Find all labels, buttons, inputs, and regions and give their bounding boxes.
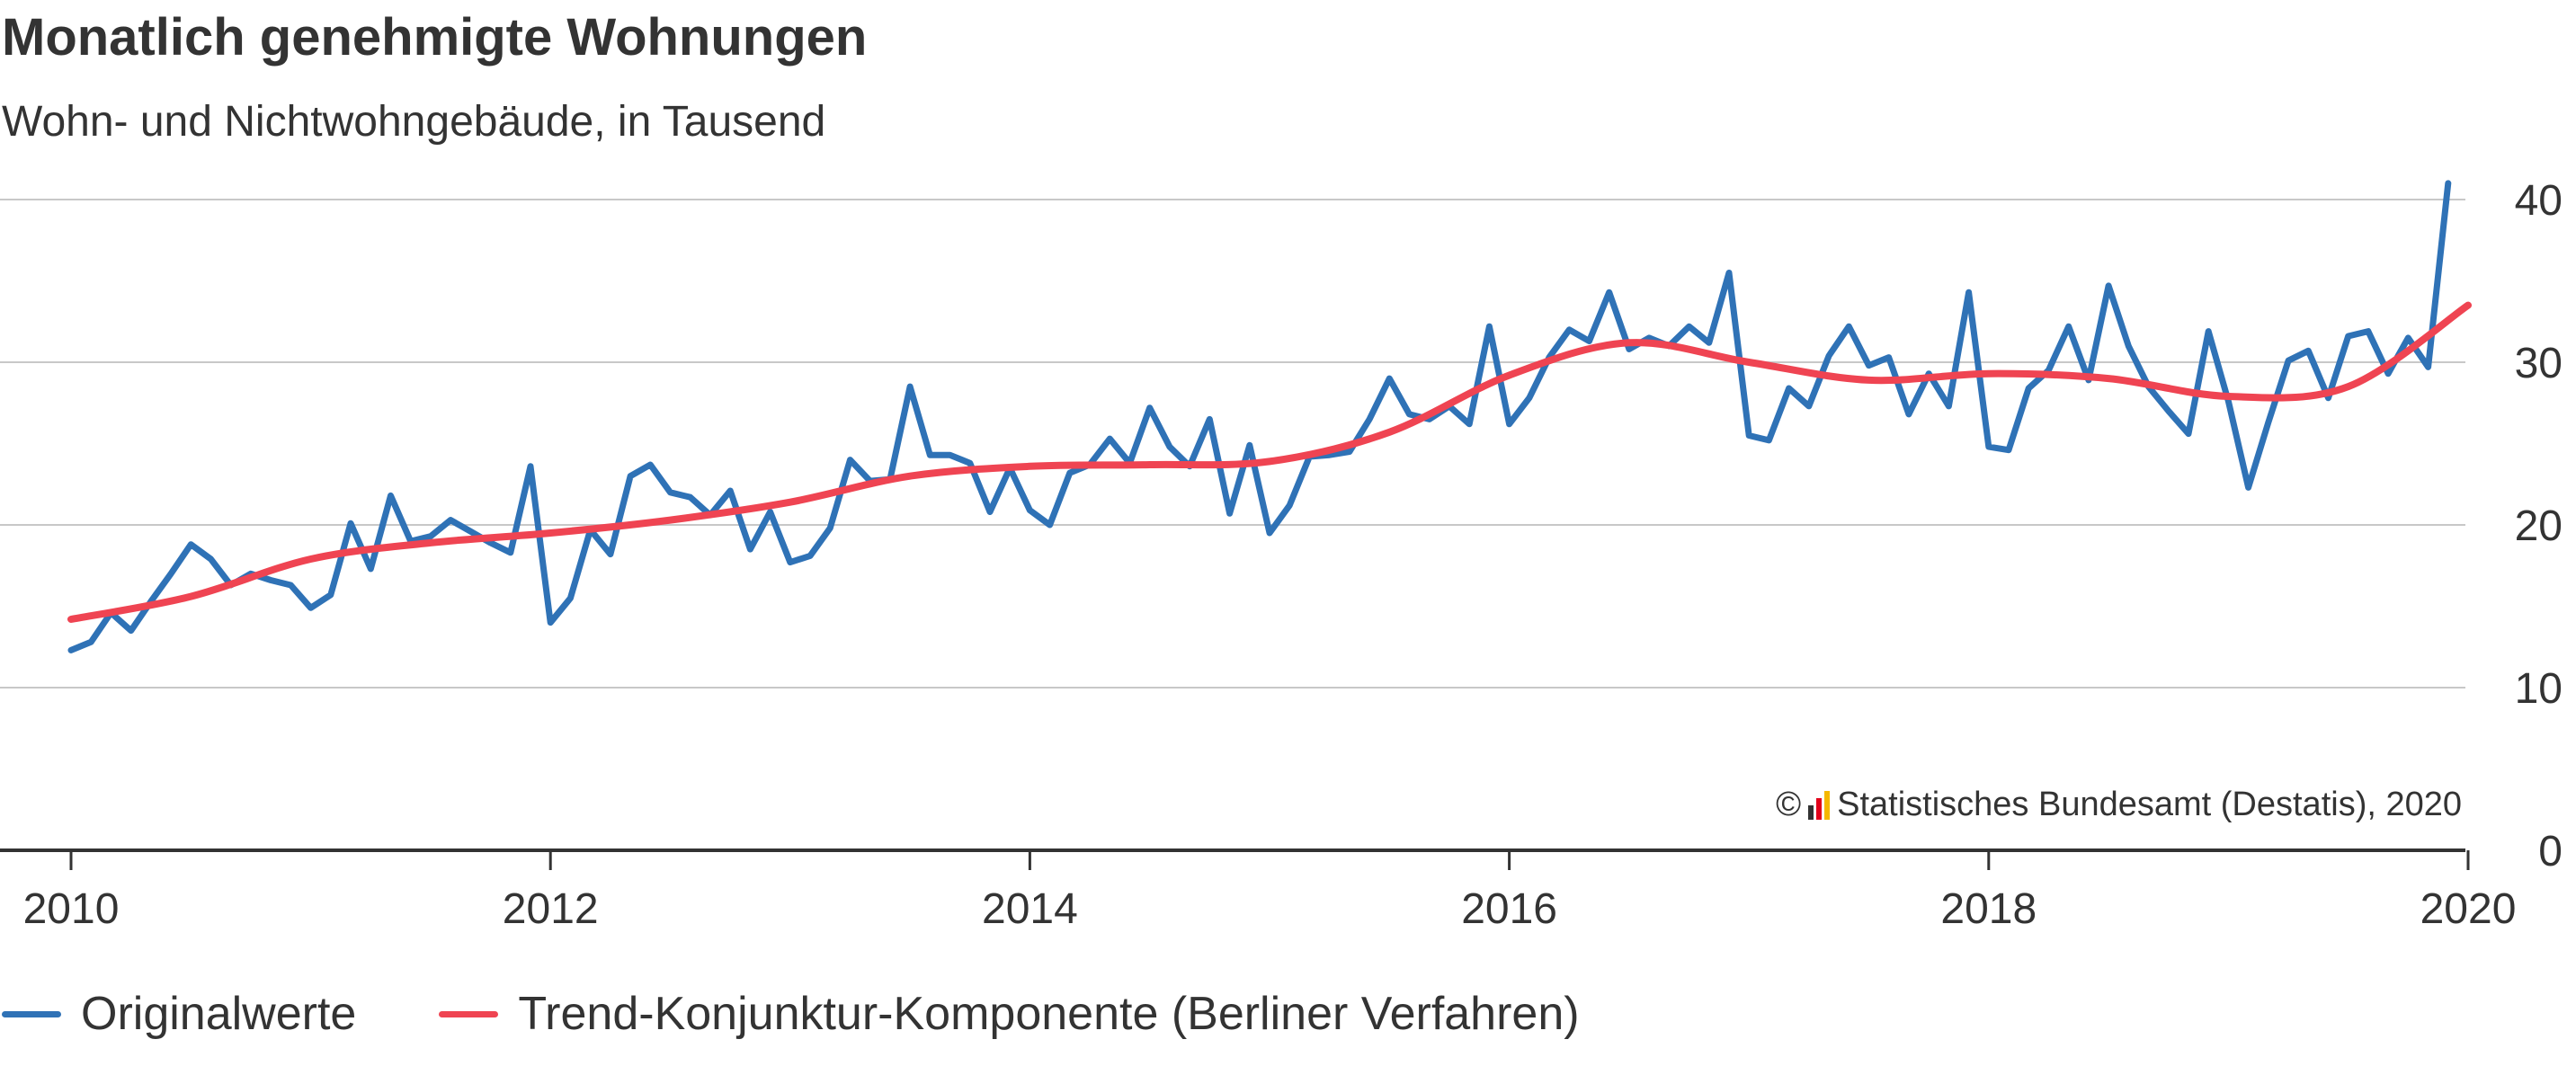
gridlines [0, 199, 2465, 689]
legend-swatch-original [2, 1010, 61, 1017]
y-tick-labels: 0 10 20 30 40 [2515, 177, 2563, 875]
source-credit: © Statistisches Bundesamt (Destatis), 20… [1776, 786, 2462, 824]
series-line-trend [67, 301, 2472, 623]
legend-label-trend: Trend-Konjunktur-Komponente (Berliner Ve… [518, 988, 1580, 1040]
chart-title: Monatlich genehmigte Wohnungen [2, 8, 868, 67]
destatis-logo-icon [1808, 790, 1831, 820]
chart-subtitle: Wohn- und Nichtwohngebäude, in Tausend [2, 98, 826, 146]
copyright-symbol: © [1776, 786, 1802, 823]
x-tick-label-2018: 2018 [1940, 885, 2037, 933]
series-line-original [67, 180, 2452, 653]
legend: Originalwerte Trend-Konjunktur-Komponent… [2, 987, 1662, 1041]
y-tick-label-10: 10 [2515, 665, 2563, 713]
series-lines [67, 180, 2472, 653]
x-tick-label-2014: 2014 [982, 885, 1078, 933]
legend-label-original: Originalwerte [81, 988, 357, 1040]
legend-item-trend: Trend-Konjunktur-Komponente (Berliner Ve… [439, 987, 1580, 1041]
x-tick-labels: 2010 2012 2014 2016 2018 2020 [23, 885, 2517, 933]
legend-swatch-trend [439, 1010, 499, 1017]
y-tick-label-40: 40 [2515, 177, 2563, 225]
x-tick-label-2020: 2020 [2420, 885, 2517, 933]
x-tick-label-2010: 2010 [23, 885, 120, 933]
source-text: Statistisches Bundesamt (Destatis), 2020 [1837, 786, 2462, 823]
y-tick-label-30: 30 [2515, 340, 2563, 387]
y-tick-label-0: 0 [2538, 828, 2563, 875]
x-tick-label-2012: 2012 [503, 885, 599, 933]
axes [0, 848, 2470, 870]
y-tick-label-20: 20 [2515, 502, 2563, 550]
x-tick-label-2016: 2016 [1461, 885, 1557, 933]
legend-item-original: Originalwerte [2, 987, 356, 1041]
